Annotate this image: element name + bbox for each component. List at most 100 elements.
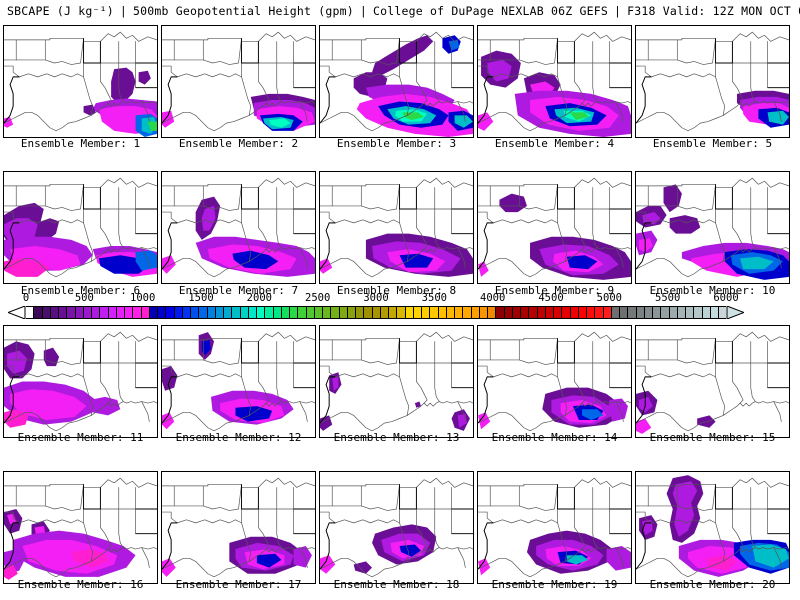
colorbar-swatch [26,307,35,318]
colorbar-tick-label: 2000 [246,292,272,304]
colorbar-swatch [232,307,241,318]
colorbar-swatch [141,307,150,318]
title-separator-3: | [614,3,622,18]
colorbar-swatch [339,307,348,318]
colorbar-swatch [669,307,678,318]
colorbar-swatch [364,307,373,318]
colorbar-swatch [133,307,142,318]
ensemble-member-panel[interactable] [319,171,474,284]
ensemble-member-panel[interactable] [635,471,790,584]
map-canvas [320,26,473,137]
colorbar-swatch [512,307,521,318]
ensemble-member-panel[interactable] [477,171,632,284]
ensemble-member-panel[interactable] [477,471,632,584]
coastline [478,184,631,270]
coastline [4,484,157,570]
ensemble-member-panel[interactable] [161,25,316,138]
colorbar-swatch [562,307,571,318]
colorbar-tick-labels: 0 500 1000 1500 2000 2500 3000 3500 4000 4500 5000… [0,292,800,305]
colorbar-swatch [34,307,43,318]
colorbar-swatch [488,307,497,318]
ensemble-member-panel[interactable] [3,171,158,284]
cape-shading [4,509,136,580]
map-canvas [162,472,315,583]
title-field: SBCAPE (J kg⁻¹) [7,3,114,18]
colorbar-swatch [92,307,101,318]
ensemble-member-panel[interactable] [635,25,790,138]
colorbar-swatch [298,307,307,318]
ensemble-member-panel[interactable] [635,171,790,284]
ensemble-member-panel[interactable] [161,325,316,438]
colorbar-swatch [413,307,422,318]
coastline [320,484,473,570]
colorbar-swatch [719,307,727,318]
ensemble-member-panel[interactable] [161,171,316,284]
coastline [4,38,157,124]
coastline [478,338,631,424]
cape-shading [478,387,628,430]
ensemble-member-panel[interactable] [477,325,632,438]
map-canvas [320,472,473,583]
map-canvas [478,26,631,137]
colorbar-swatch [257,307,266,318]
colorbar-swatch [479,307,488,318]
ensemble-member-panel[interactable] [635,325,790,438]
map-canvas [4,172,157,283]
panel-caption: Ensemble Member: 10 [649,284,776,297]
colorbar-swatch [496,307,505,318]
state-boundaries [4,31,157,132]
colorbar-swatch [471,307,480,318]
colorbar-tick-label: 4500 [538,292,564,304]
colorbar-tick-label: 6000 [713,292,739,304]
colorbar-tick-label: 5000 [596,292,622,304]
panel-caption: Ensemble Member: 13 [333,431,460,444]
colorbar-swatch [578,307,587,318]
ensemble-member-panel[interactable] [319,25,474,138]
map-canvas [478,172,631,283]
colorbar-tick-label: 4000 [480,292,506,304]
state-boundaries [4,177,157,278]
coastline [4,184,157,270]
map-canvas [636,326,789,437]
colorbar-tick-label: 1500 [188,292,214,304]
panel-caption: Ensemble Member: 19 [491,578,618,591]
colorbar-swatch [125,307,134,318]
colorbar-swatch [422,307,431,318]
colorbar-swatch [521,307,530,318]
map-canvas [4,26,157,137]
coastline [320,338,473,424]
ensemble-member-panel[interactable] [3,471,158,584]
cape-shading [353,35,473,137]
colorbar-swatch [347,307,356,318]
ensemble-member-panel[interactable] [477,25,632,138]
title-separator-1: | [119,3,127,18]
colorbar-swatch [446,307,455,318]
colorbar-tick-label: 3000 [363,292,389,304]
colorbar-tick-label: 0 [22,292,30,304]
colorbar-swatch [710,307,719,318]
panel-caption: Ensemble Member: 20 [649,578,776,591]
colorbar-tick-label: 3500 [421,292,447,304]
ensemble-member-panel[interactable] [3,25,158,138]
cape-shading [320,233,473,277]
map-canvas [636,472,789,583]
colorbar-tick-label: 2500 [305,292,331,304]
ensemble-member-panel[interactable] [3,325,158,438]
colorbar-swatch [653,307,662,318]
colorbar-swatch [42,307,51,318]
cape-shading [162,332,294,430]
colorbar-swatch [405,307,414,318]
colorbar-swatch [702,307,711,318]
ensemble-member-panel[interactable] [319,471,474,584]
map-canvas [320,172,473,283]
colorbar-swatch [314,307,323,318]
panel-caption: Ensemble Member: 11 [17,431,144,444]
colorbar-swatch [554,307,563,318]
colorbar-swatch [661,307,670,318]
ensemble-member-panel[interactable] [161,471,316,584]
coastline [636,184,789,270]
ensemble-member-panel[interactable] [319,325,474,438]
colorbar-swatch [323,307,332,318]
colorbar-swatch [380,307,389,318]
colorbar-swatch [199,307,208,318]
